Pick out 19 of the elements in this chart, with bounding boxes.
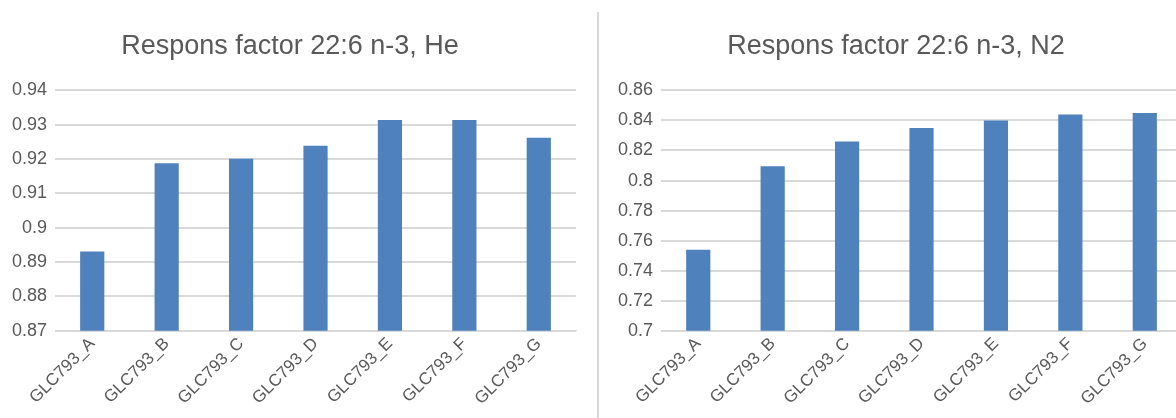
y-tick-label: 0.72	[617, 289, 654, 310]
y-tick-label: 0.89	[11, 251, 48, 272]
y-tick-label: 0.86	[617, 79, 654, 100]
y-tick-label: 0.88	[11, 285, 48, 306]
y-tick-label: 0.93	[11, 113, 48, 134]
y-tick-label: 0.76	[617, 229, 654, 250]
chart-title: Respons factor 22:6 n-3, He	[121, 29, 459, 60]
y-tick-label: 0.7	[628, 319, 654, 340]
y-tick-label: 0.8	[628, 169, 654, 190]
chart-title: Respons factor 22:6 n-3, N2	[727, 29, 1065, 60]
y-tick-label: 0.9	[22, 216, 48, 237]
y-tick-label: 0.87	[11, 319, 48, 340]
y-tick-label: 0.74	[617, 259, 654, 280]
y-tick-label: 0.92	[11, 148, 48, 169]
y-tick-label: 0.94	[11, 79, 48, 100]
y-tick-label: 0.82	[617, 139, 654, 160]
y-tick-label: 0.84	[617, 109, 654, 130]
y-tick-label: 0.91	[11, 182, 48, 203]
y-tick-label: 0.78	[617, 199, 654, 220]
